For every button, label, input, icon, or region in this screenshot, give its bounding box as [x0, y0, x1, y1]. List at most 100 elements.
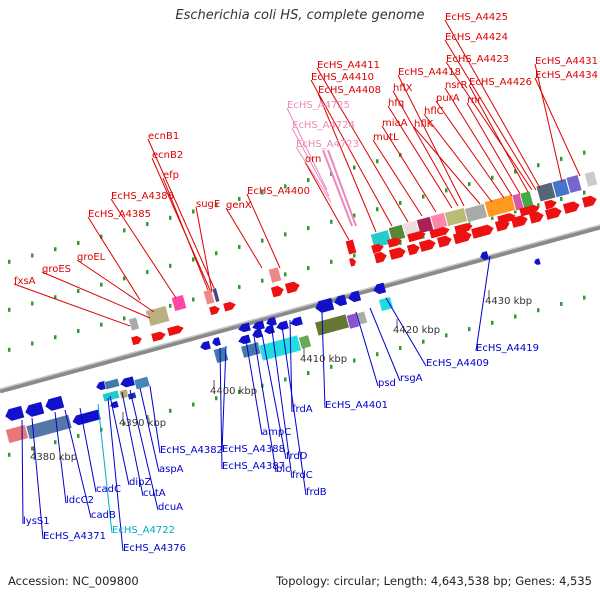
- leader-line: [466, 102, 521, 195]
- gene-label-reverse: lysS1: [23, 516, 50, 527]
- gene-label-reverse: cadB: [91, 510, 116, 521]
- leader-line: [261, 333, 287, 460]
- leader-line: [316, 67, 409, 223]
- gene-label-reverse: EcHS_A4371: [43, 531, 106, 542]
- gene-arrow-reverse: [290, 316, 303, 327]
- gene-arrow-forward: [510, 215, 528, 228]
- ruler-label: 4430 kbp: [485, 296, 532, 307]
- gene-arrow-forward: [562, 201, 580, 214]
- gene-label-forward: hflC: [424, 106, 444, 117]
- gene-block: [133, 376, 151, 390]
- gene-label-forward: groEL: [77, 252, 106, 263]
- ruler-label: 4400 kbp: [210, 386, 257, 397]
- leader-line: [79, 407, 97, 493]
- track-tick: [307, 178, 310, 183]
- leader-line: [110, 198, 177, 299]
- gene-label-rna: EcHS_A4723: [296, 139, 359, 150]
- gene-label-reverse: EcHS_A4409: [426, 358, 489, 369]
- track-tick: [169, 215, 172, 220]
- track-tick: [376, 207, 379, 212]
- leader-line: [107, 397, 124, 552]
- gene-arrow-reverse: [348, 290, 362, 303]
- track-tick: [284, 272, 287, 277]
- gene-arrow-forward: [454, 223, 473, 235]
- track-tick: [77, 328, 80, 333]
- gene-label-reverse: rsgA: [400, 373, 423, 384]
- gene-label-forward: EcHS_A4385: [88, 209, 151, 220]
- gene-label-forward: genX: [226, 200, 252, 211]
- leader-line: [21, 419, 24, 525]
- gene-arrow-reverse: [238, 322, 251, 333]
- track-tick: [353, 213, 356, 218]
- gene-arrow-forward: [528, 211, 544, 224]
- leader-line: [444, 87, 513, 197]
- gene-arrow-reverse: [5, 405, 25, 421]
- gene-label-reverse: frdB: [306, 487, 327, 498]
- gene-arrow-forward: [373, 251, 387, 264]
- gene-label-reverse: ampC: [262, 427, 291, 438]
- ruler-label: 4410 kbp: [300, 354, 347, 365]
- gene-label-forward: hflX: [393, 83, 413, 94]
- genome-backbone-highlight: [0, 224, 600, 390]
- gene-arrow-reverse: [315, 297, 335, 313]
- track-tick: [123, 316, 126, 321]
- track-tick: [261, 190, 264, 195]
- leader-line: [534, 63, 563, 183]
- gene-block: [211, 287, 221, 303]
- gene-labels: fxsA groES groEL EcHS_A4385 EcHS_A4386 efp ecn…: [14, 12, 598, 554]
- gene-block: [298, 334, 312, 350]
- gene-block: [118, 388, 130, 400]
- gene-label-forward: ecnB2: [152, 150, 183, 161]
- gene-arrow-reverse: [96, 380, 107, 391]
- gene-label-reverse: EcHS_A4419: [476, 343, 539, 354]
- leader-line: [475, 255, 491, 352]
- leader-line: [151, 157, 211, 291]
- gene-label-forward: EcHS_A4386: [111, 191, 174, 202]
- gene-block: [171, 294, 187, 312]
- leader-line: [147, 138, 215, 289]
- leader-line: [195, 206, 213, 293]
- gene-label-forward: efp: [163, 170, 179, 181]
- track-tick: [54, 440, 57, 445]
- track-tick: [307, 226, 310, 231]
- track-tick: [54, 247, 57, 252]
- gene-arrow-reverse: [334, 294, 348, 307]
- gene-arrow-reverse: [212, 337, 221, 347]
- leader-line: [286, 107, 328, 191]
- gene-arrow-reverse: [264, 324, 275, 335]
- gene-label-forward: rnr: [467, 95, 482, 106]
- gene-block: [370, 229, 392, 249]
- track-tick: [77, 433, 80, 438]
- track-tick: [537, 163, 540, 168]
- leader-line: [445, 61, 533, 191]
- leader-line: [225, 207, 263, 269]
- gene-block: [213, 346, 229, 364]
- track-tick: [560, 156, 563, 161]
- gene-label-reverse: frdA: [292, 404, 313, 415]
- gene-label-reverse: psd: [378, 378, 396, 389]
- leader-line: [41, 271, 151, 319]
- track-tick: [422, 194, 425, 199]
- leader-line: [246, 193, 281, 269]
- track-tick: [284, 184, 287, 189]
- gene-features: [5, 149, 598, 444]
- track-tick: [537, 308, 540, 313]
- gene-label-forward: EcHS_A4426: [469, 77, 532, 88]
- track-tick: [77, 240, 80, 245]
- gene-arrow-forward: [270, 285, 284, 298]
- leader-line: [149, 385, 161, 454]
- track-tick: [8, 259, 11, 264]
- gene-arrow-forward: [429, 226, 450, 239]
- leader-line: [310, 79, 393, 227]
- gene-label-forward: EcHS_A4400: [247, 186, 310, 197]
- gene-label-reverse: EcHS_A4387: [222, 461, 285, 472]
- gene-arrow-reverse: [252, 320, 265, 331]
- gene-arrow-reverse: [252, 328, 263, 339]
- gene-arrow-reverse: [25, 401, 45, 417]
- gene-label-forward: hflK: [414, 119, 434, 130]
- track-tick: [77, 288, 80, 293]
- gene-block: [314, 313, 350, 337]
- gene-label-rna: EcHS_A4724: [292, 120, 355, 131]
- gene-arrow-forward: [544, 199, 557, 210]
- gene-arrow-forward: [284, 281, 300, 294]
